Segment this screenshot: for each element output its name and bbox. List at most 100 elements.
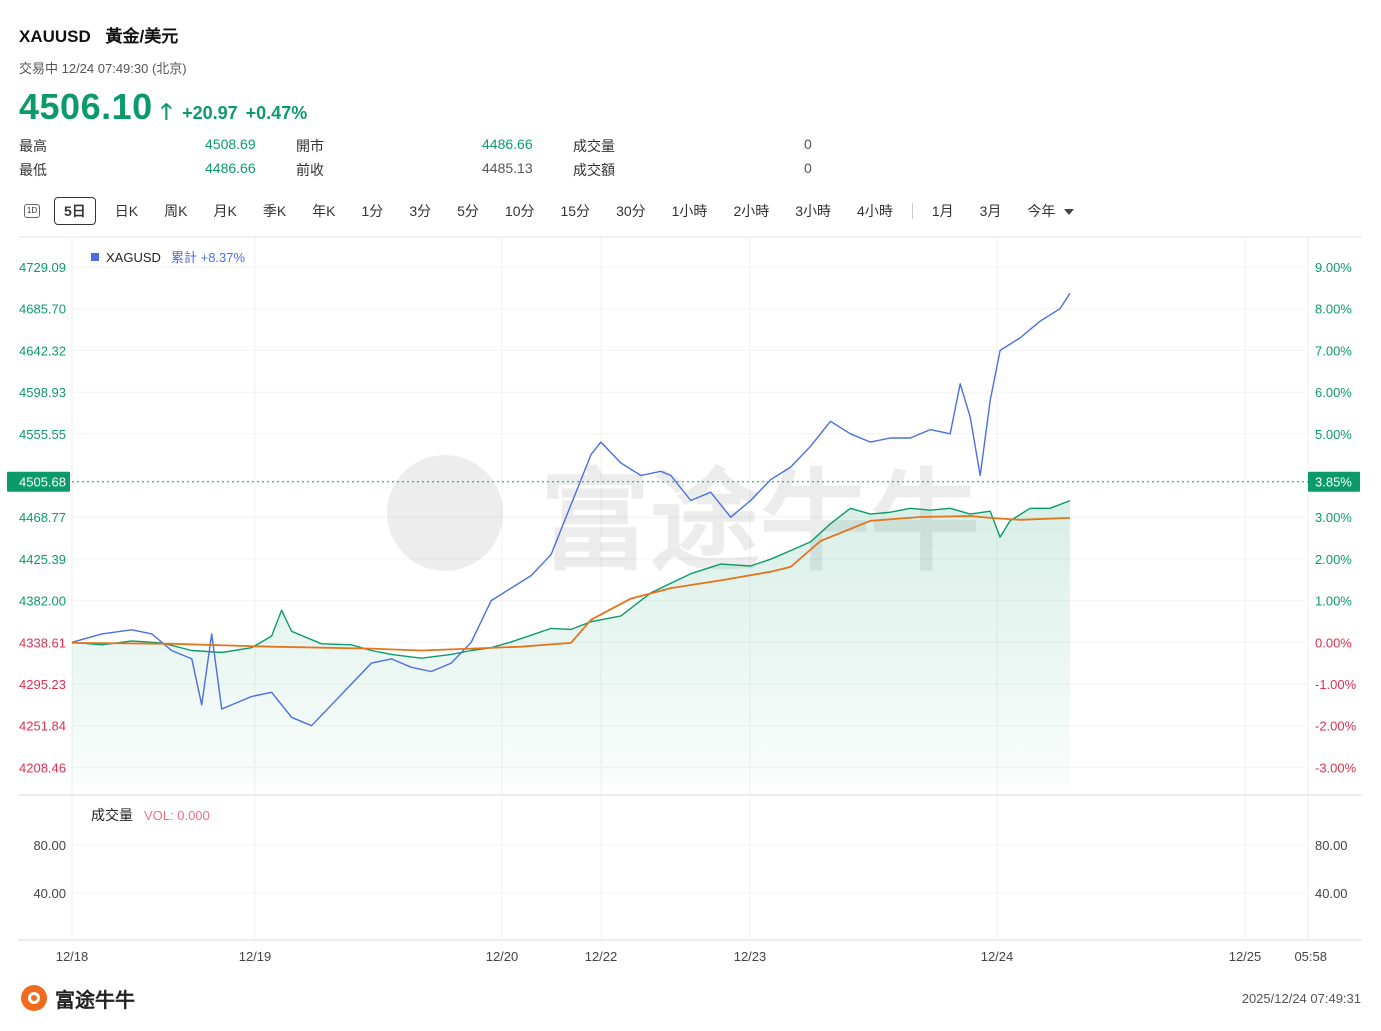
market-status: 交易中 12/24 07:49:30 (北京)	[19, 61, 187, 76]
current-pct-text: 3.85%	[1315, 475, 1352, 490]
legend-name: XAGUSD	[106, 250, 161, 265]
toolbar-divider	[911, 203, 913, 219]
tab-3month[interactable]: 3月	[979, 203, 1002, 219]
volume-axis: 80.00 80.00 40.00 40.00	[33, 838, 1347, 901]
range-dropdown[interactable]: 今年	[1014, 201, 1087, 221]
series-xauusd-line	[71, 499, 1071, 659]
current-price-badge	[7, 471, 70, 492]
brand-logo: 富途牛牛	[19, 983, 135, 1013]
price-row: 4506.10 🡑 +20.97 +0.47%	[19, 86, 307, 133]
chevron-down-icon	[1064, 209, 1075, 216]
volume-tick-left: 40.00	[33, 886, 66, 901]
y-tick-right: 2.00%	[1315, 552, 1352, 567]
current-pct-badge	[1308, 471, 1360, 492]
footer-timestamp: 2025/12/24 07:49:31	[1241, 991, 1361, 1006]
stat-value-turnover: 0	[804, 160, 812, 176]
y-tick-left: 4208.46	[19, 760, 66, 775]
stat-value-open: 4486.66	[482, 136, 533, 152]
current-price-text: 4505.68	[19, 475, 66, 490]
tab-4h[interactable]: 4小時	[857, 203, 893, 219]
tab-2h[interactable]: 2小時	[733, 203, 770, 219]
price-change: +20.97	[182, 103, 238, 123]
current-price-labels: 4505.68 3.85%	[7, 471, 1360, 492]
y-tick-right: 1.00%	[1315, 594, 1352, 609]
instrument-name: 黃金/美元	[105, 27, 179, 46]
y-tick-left: 4295.23	[19, 677, 66, 692]
tab-10min[interactable]: 10分	[504, 203, 535, 219]
y-tick-right: 5.00%	[1315, 427, 1352, 442]
tab-5min[interactable]: 5分	[457, 203, 479, 219]
stat-value-volume: 0	[804, 136, 812, 152]
tab-1min[interactable]: 1分	[361, 203, 384, 219]
tab-1h[interactable]: 1小時	[671, 203, 708, 219]
y-tick-left: 4685.70	[19, 302, 66, 317]
tab-3min[interactable]: 3分	[409, 203, 432, 219]
tab-year-k[interactable]: 年K	[312, 203, 336, 219]
calendar-1d-icon[interactable]: 1D	[24, 204, 40, 218]
volume-label: 成交量	[91, 807, 133, 823]
stat-value-low: 4486.66	[205, 160, 256, 176]
y-axis: 4729.09 9.00% 4685.70 8.00% 4642.32 7.00% 4598…	[19, 260, 1357, 775]
page-title: XAUUSD 黃金/美元	[19, 22, 188, 47]
tab-1month[interactable]: 1月	[931, 203, 954, 219]
volume-value: VOL: 0.000	[144, 808, 210, 823]
y-tick-right: 3.00%	[1315, 510, 1352, 525]
brand-name: 富途牛牛	[55, 989, 135, 1012]
tab-month-k[interactable]: 月K	[213, 203, 237, 219]
stat-label-low: 最低	[19, 162, 47, 178]
period-toolbar: 1D 5日 日K 周K 月K 季K 年K 1分 3分 5分 10分 15分 30…	[16, 196, 1087, 226]
y-tick-right: -3.00%	[1315, 760, 1357, 775]
x-tick-label: 12/20	[486, 949, 519, 964]
range-dropdown-label: 今年	[1027, 203, 1056, 219]
stat-value-high: 4508.69	[205, 136, 256, 152]
y-tick-right: 6.00%	[1315, 385, 1352, 400]
y-tick-right: -1.00%	[1315, 677, 1357, 692]
futu-logo-icon	[21, 985, 47, 1011]
y-tick-left: 4382.00	[19, 594, 66, 609]
tab-30min[interactable]: 30分	[616, 203, 646, 219]
x-tick-label: 05:58	[1294, 949, 1327, 964]
tab-day-k[interactable]: 日K	[114, 203, 139, 219]
last-price: 4506.10	[19, 86, 153, 127]
series-xagusd-line	[71, 292, 1071, 727]
stat-label-open: 開市	[296, 138, 324, 154]
tab-5d[interactable]: 5日	[54, 197, 96, 225]
y-tick-left: 4642.32	[19, 343, 66, 358]
series-ma-line	[71, 515, 1071, 652]
stat-label-turnover: 成交額	[573, 162, 615, 178]
symbol: XAUUSD	[19, 27, 91, 46]
x-tick-label: 12/25	[1229, 949, 1262, 964]
series-lines	[71, 292, 1071, 727]
x-tick-label: 12/24	[981, 949, 1014, 964]
y-tick-left: 4555.55	[19, 427, 66, 442]
y-tick-right: -2.00%	[1315, 719, 1357, 734]
y-tick-right: 0.00%	[1315, 635, 1352, 650]
legend-cumulative: 累計 +8.37%	[171, 250, 246, 265]
stat-label-prev-close: 前收	[296, 162, 324, 178]
tab-quarter-k[interactable]: 季K	[262, 203, 287, 219]
x-tick-label: 12/22	[585, 949, 618, 964]
up-arrow-icon: 🡑	[160, 99, 173, 124]
tab-3h[interactable]: 3小時	[795, 203, 832, 219]
y-tick-left: 4338.61	[19, 635, 66, 650]
y-tick-left: 4468.77	[19, 510, 66, 525]
y-tick-right: 7.00%	[1315, 343, 1352, 358]
x-axis: 12/18 12/19 12/20 12/22 12/23 12/24 12/25 05:58	[56, 949, 1327, 964]
y-tick-left: 4425.39	[19, 552, 66, 567]
stat-value-prev-close: 4485.13	[482, 160, 533, 176]
y-tick-right: 9.00%	[1315, 260, 1352, 275]
y-tick-left: 4729.09	[19, 260, 66, 275]
tab-week-k[interactable]: 周K	[164, 203, 188, 219]
y-tick-left: 4598.93	[19, 385, 66, 400]
stat-label-volume: 成交量	[573, 138, 615, 154]
volume-tick-right: 80.00	[1315, 838, 1348, 853]
legend-swatch	[91, 253, 99, 261]
x-tick-label: 12/23	[734, 949, 767, 964]
y-tick-left: 4251.84	[19, 719, 66, 734]
price-change-pct: +0.47%	[245, 103, 308, 123]
tab-15min[interactable]: 15分	[560, 203, 591, 219]
stat-label-high: 最高	[19, 138, 47, 154]
x-tick-label: 12/18	[56, 949, 89, 964]
x-tick-label: 12/19	[239, 949, 272, 964]
